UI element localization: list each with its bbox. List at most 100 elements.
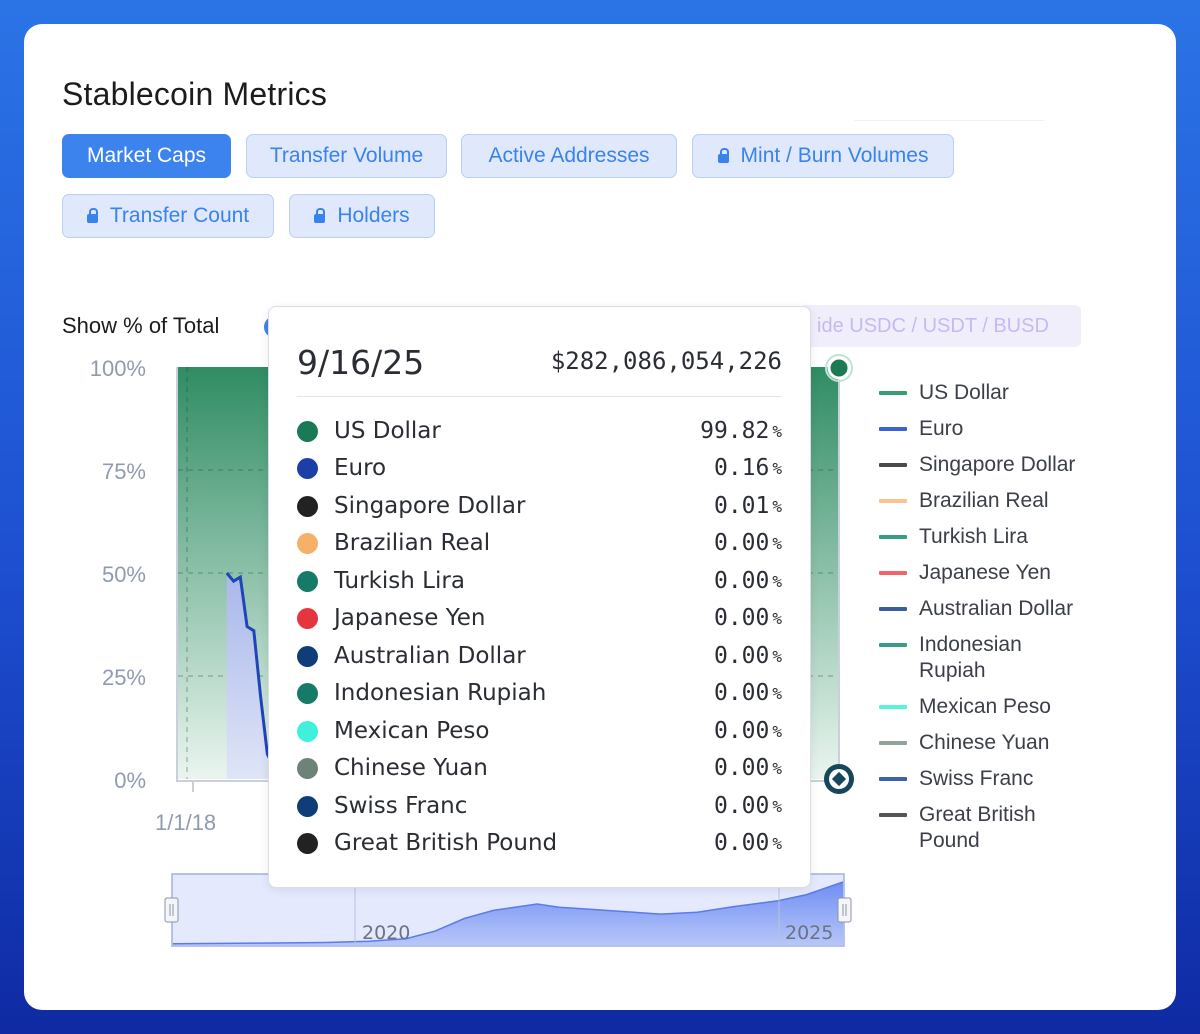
tooltip-row: Brazilian Real 0.00% — [297, 528, 782, 558]
tab-mint-burn-volumes[interactable]: Mint / Burn Volumes — [692, 134, 954, 178]
y-tick-label: 75% — [101, 459, 146, 484]
tooltip-unit: % — [772, 758, 782, 778]
tooltip-unit: % — [772, 796, 782, 816]
tooltip-unit: % — [772, 721, 782, 741]
navigator-handle-left[interactable] — [164, 897, 179, 923]
tooltip-total: $282,086,054,226 — [550, 347, 782, 375]
card: Stablecoin Metrics Market Caps Transfer … — [24, 24, 1176, 1010]
y-tick-label: 0% — [114, 768, 146, 793]
series-dot — [297, 682, 318, 704]
tooltip-series-name: Singapore Dollar — [334, 493, 526, 519]
tooltip-unit: % — [772, 496, 782, 516]
legend-label: Japanese Yen — [919, 561, 1051, 584]
tooltip-row: Turkish Lira 0.00% — [297, 566, 782, 596]
hide-majors-label: ide USDC / USDT / BUSD — [817, 314, 1049, 337]
tooltip-series-name: Great British Pound — [334, 830, 558, 856]
tooltip-series-name: Swiss Franc — [334, 793, 468, 819]
series-dot — [297, 420, 318, 442]
legend-item[interactable]: Swiss Franc — [879, 766, 1119, 792]
tooltip-series-name: Australian Dollar — [334, 643, 526, 669]
series-dot — [297, 457, 318, 479]
tooltip-series-value: 0.00 — [713, 830, 770, 856]
tab-active-addresses[interactable]: Active Addresses — [461, 134, 677, 178]
series-end-marker[interactable] — [827, 356, 851, 380]
tooltip-series-name: Indonesian Rupiah — [334, 680, 547, 706]
tooltip-row: Singapore Dollar 0.01% — [297, 491, 782, 521]
legend-item[interactable]: Mexican Peso — [879, 694, 1119, 720]
tooltip-series-name: Chinese Yuan — [334, 755, 488, 781]
legend-swatch — [879, 741, 907, 745]
legend-label: Singapore Dollar — [919, 453, 1076, 476]
legend-item[interactable]: Turkish Lira — [879, 524, 1119, 550]
legend-label: Swiss Franc — [919, 767, 1034, 790]
legend-swatch — [879, 571, 907, 575]
series-dot — [297, 532, 318, 554]
tooltip-unit: % — [772, 571, 782, 591]
legend-swatch — [879, 427, 907, 431]
tooltip-series-value: 0.00 — [713, 755, 770, 781]
tooltip-row: Indonesian Rupiah 0.00% — [297, 678, 782, 708]
legend-item[interactable]: Great British Pound — [879, 802, 1119, 854]
tab-holders[interactable]: Holders — [289, 194, 435, 238]
legend-item[interactable]: Singapore Dollar — [879, 452, 1119, 478]
legend-item[interactable]: Euro — [879, 416, 1119, 442]
tooltip-row: Japanese Yen 0.00% — [297, 603, 782, 633]
tab-transfer-volume[interactable]: Transfer Volume — [246, 134, 447, 178]
tab-label: Active Addresses — [488, 144, 650, 167]
legend-label: Chinese Yuan — [919, 731, 1050, 754]
series-dot — [297, 757, 318, 779]
tooltip-unit: % — [772, 421, 782, 441]
tooltip-unit: % — [772, 533, 782, 553]
navigator-handle-right[interactable] — [837, 897, 852, 923]
tooltip-series-value: 0.00 — [713, 530, 770, 556]
series-end-marker-ring — [825, 354, 853, 382]
legend-item[interactable]: Australian Dollar — [879, 596, 1119, 622]
tab-label: Transfer Count — [109, 204, 250, 227]
lock-icon — [86, 207, 98, 223]
legend-item[interactable]: US Dollar — [879, 380, 1119, 406]
tooltip-unit: % — [772, 458, 782, 478]
hide-majors-toggle[interactable]: ide USDC / USDT / BUSD — [799, 305, 1081, 347]
legend-item[interactable]: Chinese Yuan — [879, 730, 1119, 756]
series-dot — [297, 607, 318, 629]
legend-label: US Dollar — [919, 381, 1009, 404]
tooltip-series-name: Japanese Yen — [334, 605, 486, 631]
tooltip-unit: % — [772, 646, 782, 666]
y-tick-label: 50% — [101, 562, 146, 587]
tooltip-series-value: 0.00 — [713, 718, 770, 744]
tooltip-series-value: 0.00 — [713, 568, 770, 594]
tooltip-divider — [297, 396, 782, 397]
page-title: Stablecoin Metrics — [62, 76, 328, 112]
legend-swatch — [879, 499, 907, 503]
navigator-label: 2025 — [785, 922, 834, 944]
legend-label: Turkish Lira — [919, 525, 1028, 548]
lock-icon — [717, 147, 729, 163]
legend-swatch — [879, 463, 907, 467]
tab-label: Mint / Burn Volumes — [740, 144, 929, 167]
y-tick-label: 25% — [101, 665, 146, 690]
legend-swatch — [879, 813, 907, 817]
tooltip-series-name: Euro — [334, 455, 387, 481]
tooltip-series-name: Mexican Peso — [334, 718, 490, 744]
tab-label: Holders — [337, 204, 410, 227]
series-dot — [297, 495, 318, 517]
series-dot — [297, 645, 318, 667]
navigator-line — [172, 881, 844, 945]
tab-transfer-count[interactable]: Transfer Count — [62, 194, 274, 238]
legend-swatch — [879, 607, 907, 611]
legend-item[interactable]: Brazilian Real — [879, 488, 1119, 514]
tab-market-caps[interactable]: Market Caps — [62, 134, 231, 178]
y-tick-label: 100% — [89, 356, 146, 381]
series-dot — [297, 570, 318, 592]
legend-item[interactable]: Japanese Yen — [879, 560, 1119, 586]
tooltip-series-value: 0.00 — [713, 605, 770, 631]
legend-swatch — [879, 391, 907, 395]
legend-item[interactable]: Indonesian Rupiah — [879, 632, 1119, 684]
legend-label: Indonesian Rupiah — [919, 633, 1022, 682]
legend-swatch — [879, 535, 907, 539]
legend: US Dollar Euro Singapore Dollar Brazilia… — [879, 380, 1119, 864]
navigator-label: 2020 — [362, 922, 411, 944]
tooltip-row: Great British Pound 0.00% — [297, 828, 782, 858]
tooltip-unit: % — [772, 833, 782, 853]
tab-label: Market Caps — [86, 144, 207, 167]
